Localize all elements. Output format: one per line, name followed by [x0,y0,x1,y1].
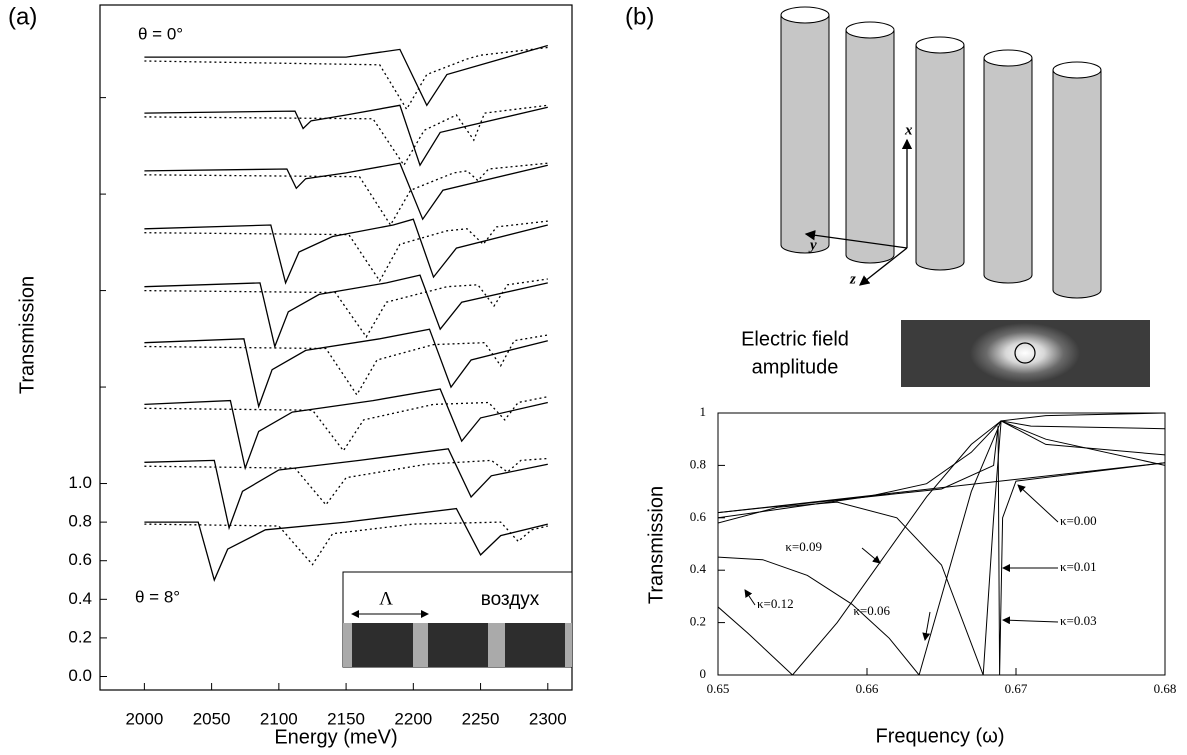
y-tick-label: 0.2 [690,614,706,629]
data-line [144,388,548,471]
cylinder [983,58,1033,284]
annotation-arrow [1002,616,1059,625]
cylinders [780,6,1102,299]
data-line [144,448,548,531]
data-line [144,278,548,339]
x-tick-label: 0.68 [1154,681,1177,696]
data-line [718,426,1165,675]
cylinder [845,30,895,264]
data-line [144,328,548,409]
cylinder [1052,70,1102,299]
grating-gap [488,623,505,667]
inset: Λ воздух [342,571,573,668]
rod-outline [1014,342,1036,364]
y-tick-label: 0.4 [68,589,92,608]
series-label: κ=0.06 [853,603,890,618]
annotation-arrow [744,589,756,606]
data-line [144,44,548,107]
grating-gap [565,623,572,667]
cylinder [780,15,830,254]
series-label: κ=0.00 [1060,513,1097,528]
grating-gap [343,623,352,667]
cylinder [915,45,965,271]
y-tick-label: 0.6 [690,509,707,524]
data-line [718,420,1165,519]
y-tick-label: 0.0 [68,666,92,685]
plot-lines [718,413,1165,675]
data-line [718,420,1165,675]
annotation: θ = 8° [135,587,180,606]
y-tick-label: 0.2 [68,627,92,646]
data-line [144,218,548,285]
cylinder-top [780,6,830,24]
axis-name: y [808,237,817,253]
y-tick-label: 0.8 [68,512,92,531]
plot-frame [99,4,573,691]
medium-label: воздух [481,589,540,610]
field-label: Electric field [741,328,849,350]
x-tick-label: 2250 [462,709,500,728]
data-line [144,274,548,349]
data-line [144,521,548,566]
cylinder-top [845,21,895,39]
y-axis-label: Transmission [645,486,667,604]
data-line [144,46,548,111]
y-tick-label: 0.4 [690,561,707,576]
x-tick-label: 0.65 [707,681,730,696]
data-line [718,413,1165,675]
annotation: θ = 0° [138,24,183,43]
field-label: amplitude [752,356,839,378]
axis-arrow [858,247,908,286]
data-line [144,457,548,506]
cylinder-top [915,36,965,54]
data-line [144,396,548,452]
axis-arrow [804,230,908,249]
plot-frame [717,412,1166,676]
y-tick-label: 1 [700,404,707,419]
y-tick-label: 0 [700,666,707,681]
x-tick-label: 2100 [260,709,298,728]
panel-label: (a) [8,3,37,30]
x-axis-label: Energy (meV) [274,726,397,748]
annotation-arrow [922,611,931,641]
series-label: κ=0.01 [1060,559,1097,574]
grating-gap [413,623,428,667]
series-label: κ=0.12 [757,596,794,611]
x-tick-label: 2300 [529,709,567,728]
y-tick-label: 1.0 [68,473,92,492]
grating [343,623,572,667]
x-tick-label: 2000 [125,709,163,728]
y-axis-label: Transmission [16,276,38,394]
x-tick-label: 2150 [327,709,365,728]
x-tick-label: 2200 [394,709,432,728]
data-line [144,334,548,397]
data-line [144,162,548,221]
annotation-arrow [861,547,881,564]
x-tick-label: 0.67 [1005,681,1028,696]
series-label: κ=0.03 [1060,613,1097,628]
data-line [144,104,548,167]
data-line [144,104,548,167]
data-line [144,507,548,582]
cylinder-top [983,49,1033,67]
axis-name: x [904,122,913,138]
data-line [144,220,548,283]
x-tick-label: 0.66 [856,681,879,696]
panel-label: (b) [625,3,654,30]
plot-lines [144,44,548,582]
cylinder-diagram: x y z [780,6,1102,299]
y-tick-label: 0.6 [68,550,92,569]
field-lobe [970,323,1080,383]
series-label: κ=0.09 [785,539,822,554]
period-label: Λ [379,588,393,609]
x-tick-label: 2050 [193,709,231,728]
cylinder-top [1052,61,1102,79]
axis-name: z [849,271,856,287]
x-axis-label: Frequency (ω) [876,725,1005,747]
annotation-arrow [1017,484,1059,523]
y-tick-label: 0.8 [690,456,706,471]
